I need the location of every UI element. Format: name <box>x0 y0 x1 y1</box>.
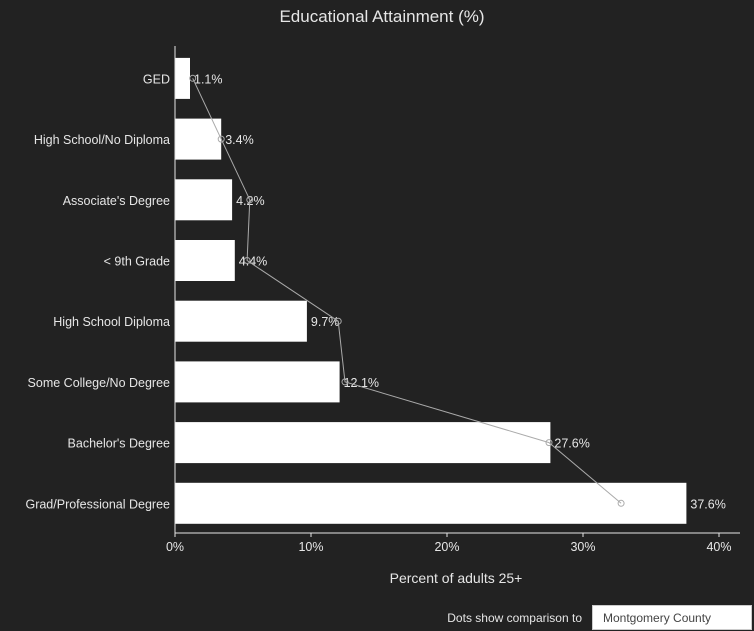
comparison-dot <box>334 317 342 325</box>
x-tick-label: 10% <box>298 540 323 554</box>
comparison-dot <box>189 74 197 82</box>
comparison-select[interactable]: Montgomery County <box>592 605 752 630</box>
comparison-label: Dots show comparison to <box>447 610 582 625</box>
comparison-dot <box>545 439 553 447</box>
bar <box>175 422 551 464</box>
data-label: 27.6% <box>554 437 589 451</box>
category-label: Grad/Professional Degree <box>25 497 170 511</box>
x-tick-label: 0% <box>166 540 184 554</box>
bar <box>175 57 190 99</box>
bar <box>175 118 222 160</box>
bars-group: GED 1.1% High School/No Diploma 3.4% Associa… <box>25 57 726 524</box>
bar <box>175 482 687 524</box>
category-label: High School/No Diploma <box>34 133 170 147</box>
comparison-dot <box>217 135 225 143</box>
comparison-dot <box>341 378 349 386</box>
category-label: GED <box>143 72 170 86</box>
category-label: Bachelor's Degree <box>68 437 170 451</box>
x-axis-label: Percent of adults 25+ <box>390 570 523 586</box>
comparison-dot <box>246 196 254 204</box>
bar <box>175 361 340 403</box>
chart-title: Educational Attainment (%) <box>279 7 484 26</box>
data-label: 37.6% <box>690 497 725 511</box>
data-label: 4.4% <box>239 255 267 269</box>
category-label: Associate's Degree <box>63 194 170 208</box>
data-label: 3.4% <box>225 133 254 147</box>
category-label: High School Diploma <box>53 315 170 329</box>
data-label: 4.2% <box>236 194 265 208</box>
comparison-group <box>189 74 625 507</box>
data-label: 12.1% <box>344 376 379 390</box>
x-tick-label: 20% <box>434 540 459 554</box>
x-tick-label: 30% <box>570 540 595 554</box>
bar <box>175 179 233 221</box>
data-label: 9.7% <box>311 315 340 329</box>
comparison-dot <box>617 499 625 507</box>
comparison-select-value: Montgomery County <box>603 610 712 625</box>
comparison-footer: Dots show comparison to Montgomery Count… <box>447 604 752 631</box>
axes: 0% 10% 20% 30% 40% <box>166 46 740 554</box>
category-label: Some College/No Degree <box>28 376 170 390</box>
data-label: 1.1% <box>194 72 223 86</box>
comparison-line <box>192 78 622 504</box>
category-label: < 9th Grade <box>104 255 170 269</box>
bar <box>175 300 307 342</box>
bar <box>175 240 235 281</box>
x-tick-label: 40% <box>706 540 731 554</box>
comparison-dot <box>243 257 251 264</box>
chart: Educational Attainment (%) GED 1.1% High S… <box>25 7 740 586</box>
